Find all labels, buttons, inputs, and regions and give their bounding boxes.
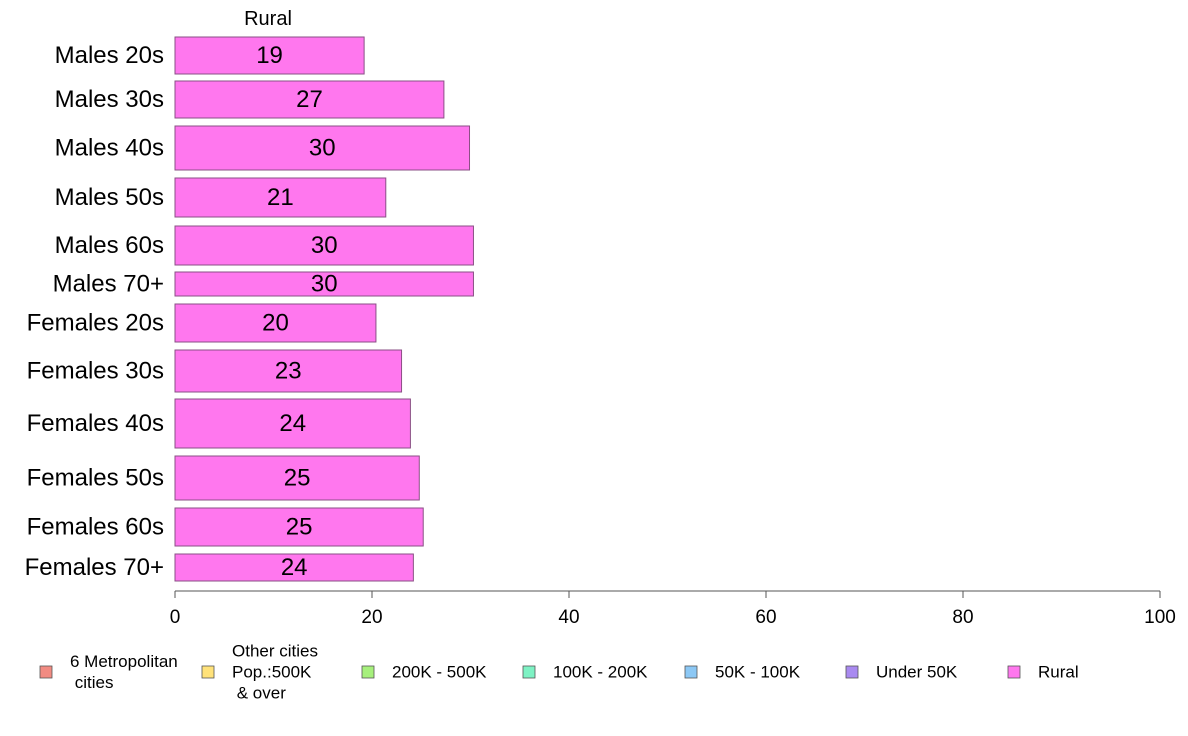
- bar: [174, 455, 420, 501]
- legend-swatch: [39, 665, 53, 679]
- legend-label: Under 50K: [876, 663, 958, 682]
- legend-swatch: [361, 665, 375, 679]
- legend-label: 200K - 500K: [392, 663, 487, 682]
- bar-value-label: 30: [309, 135, 336, 162]
- legend-swatch: [845, 665, 859, 679]
- bar-value-label: 24: [279, 410, 306, 437]
- legend-label: 50K - 100K: [715, 663, 801, 682]
- category-label: Females 60s: [27, 514, 164, 541]
- category-label: Females 70+: [25, 554, 164, 581]
- x-tick-label: 0: [170, 607, 181, 628]
- bar-value-label: 30: [311, 232, 338, 259]
- bars-group: 19 Males 20s 27 Males 30s 30 Males 40s 21 Males…: [25, 36, 474, 582]
- legend-item: Other cities Pop.:500K & over: [201, 642, 318, 703]
- category-label: Females 40s: [27, 410, 164, 437]
- x-tick-label: 20: [361, 607, 382, 628]
- legend-label: Rural: [1038, 663, 1079, 682]
- bar: [174, 553, 414, 582]
- legend-item: Rural: [1007, 663, 1079, 682]
- category-label: Males 70+: [53, 271, 164, 298]
- legend-item: 50K - 100K: [684, 663, 801, 682]
- legend-swatch: [1007, 665, 1021, 679]
- legend-item: 200K - 500K: [361, 663, 487, 682]
- x-axis: 0 20 40 60 80 100: [170, 590, 1176, 628]
- bar: [174, 398, 411, 449]
- legend-label: 6 Metropolitan cities: [70, 652, 178, 692]
- bar-value-label: 25: [284, 465, 311, 492]
- bar-value-label: 20: [262, 310, 289, 337]
- legend-swatch: [522, 665, 536, 679]
- bar: [174, 303, 377, 343]
- bar: [174, 225, 474, 266]
- legend-label: Other cities Pop.:500K & over: [232, 642, 318, 703]
- legend-item: 6 Metropolitan cities: [39, 652, 178, 692]
- bar: [174, 80, 445, 119]
- bar: [174, 36, 365, 75]
- panel-title: Rural: [244, 8, 292, 30]
- category-label: Males 30s: [55, 86, 164, 113]
- x-tick-label: 40: [558, 607, 579, 628]
- category-label: Males 20s: [55, 42, 164, 69]
- x-tick-label: 100: [1144, 607, 1176, 628]
- bar: [174, 125, 471, 171]
- category-label: Males 40s: [55, 135, 164, 162]
- category-label: Females 20s: [27, 310, 164, 337]
- category-label: Females 50s: [27, 465, 164, 492]
- bar-value-label: 19: [256, 42, 283, 69]
- legend-swatch: [201, 665, 215, 679]
- bar: [174, 349, 403, 393]
- legend-swatch: [684, 665, 698, 679]
- bar: [174, 507, 424, 547]
- x-tick-label: 80: [952, 607, 973, 628]
- bar-value-label: 30: [311, 271, 338, 298]
- legend: 6 Metropolitan cities Other cities Pop.:50…: [39, 642, 1079, 703]
- bar-value-label: 27: [296, 86, 323, 113]
- category-label: Males 60s: [55, 232, 164, 259]
- bar-value-label: 25: [286, 514, 313, 541]
- bar-value-label: 21: [267, 184, 294, 211]
- legend-item: Under 50K: [845, 663, 958, 682]
- x-tick-label: 60: [755, 607, 776, 628]
- bar-value-label: 23: [275, 358, 302, 385]
- bar-value-label: 24: [281, 554, 308, 581]
- legend-item: 100K - 200K: [522, 663, 648, 682]
- bar: [174, 177, 387, 218]
- legend-label: 100K - 200K: [553, 663, 648, 682]
- bar: [174, 271, 474, 297]
- category-label: Females 30s: [27, 358, 164, 385]
- category-label: Males 50s: [55, 184, 164, 211]
